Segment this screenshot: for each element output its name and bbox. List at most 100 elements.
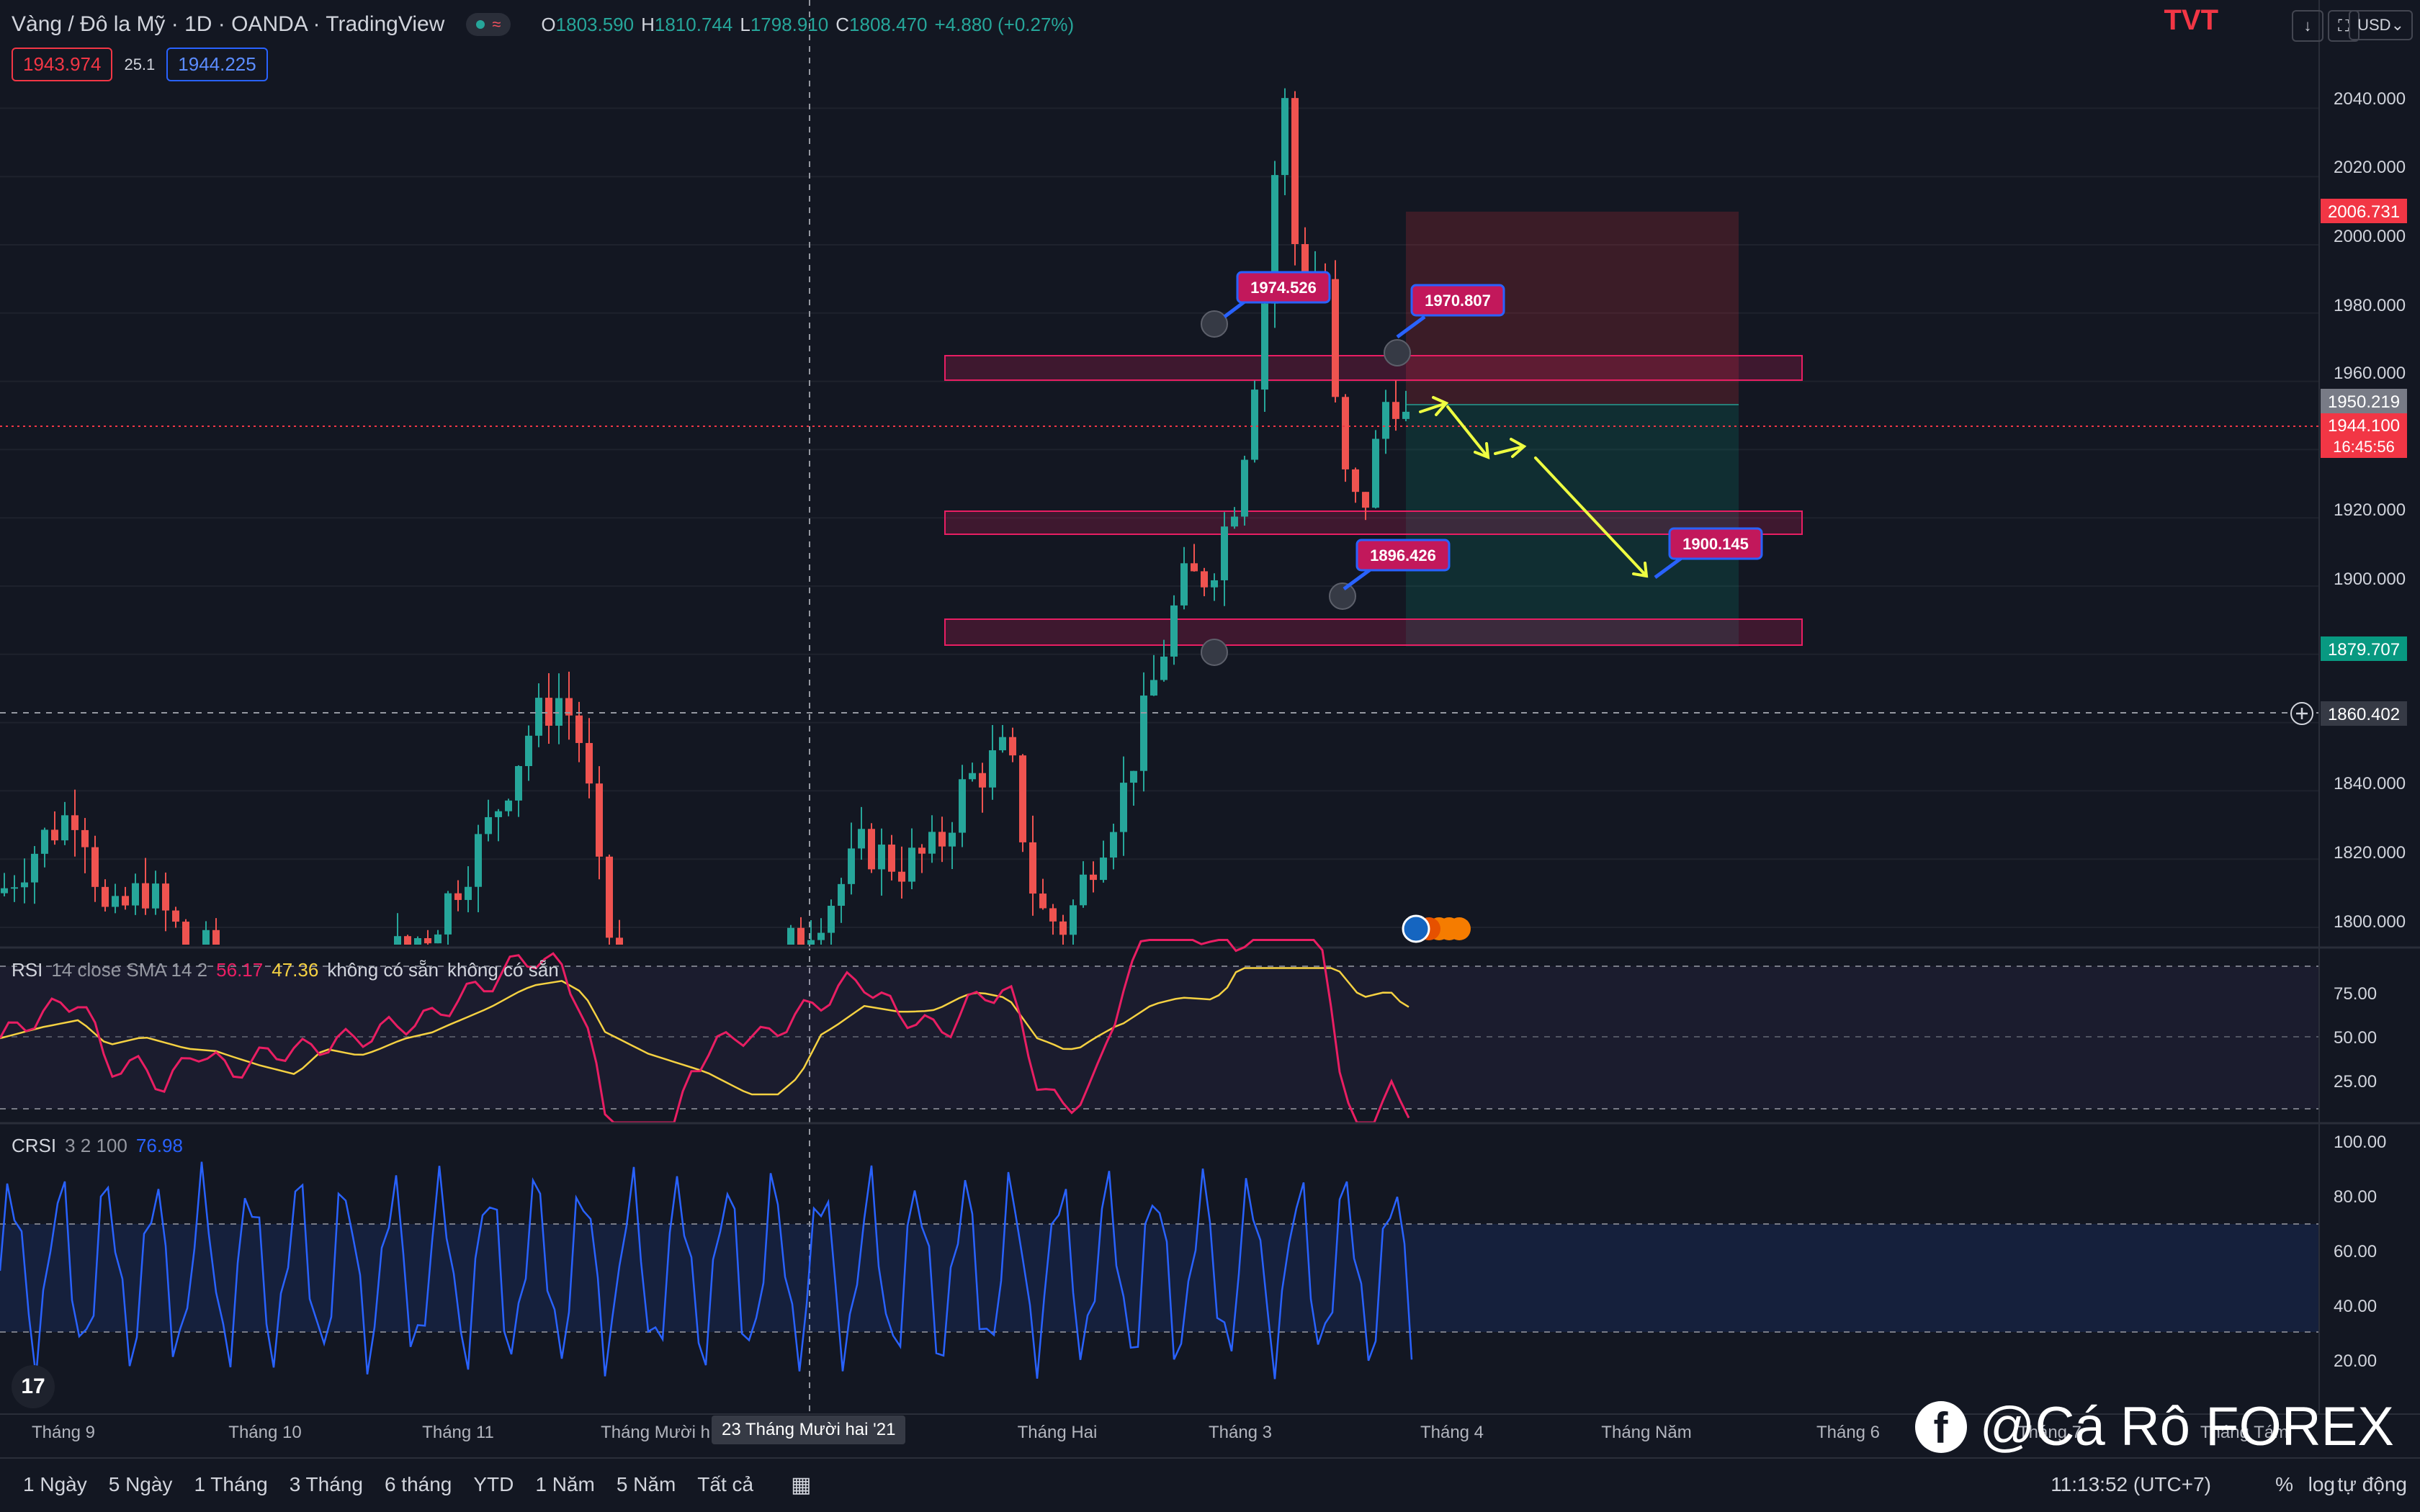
watermark: f @Cá Rô FOREX: [1914, 1395, 2395, 1458]
rsi-tick: 50.00: [2334, 1028, 2377, 1048]
pin-1900[interactable]: 1900.145: [1654, 527, 1763, 580]
percent-toggle[interactable]: %: [2275, 1473, 2293, 1495]
pin-1896[interactable]: 1896.426: [1329, 539, 1451, 610]
current-price-tag: 1944.100: [2328, 416, 2400, 436]
take-profit-tag: 1879.707: [2328, 640, 2400, 660]
price-tick: 1900.000: [2334, 570, 2406, 589]
time-axis-label: Tháng 10: [228, 1423, 302, 1442]
candlestick-series[interactable]: [1, 88, 1410, 945]
chart-header: Vàng / Đô la Mỹ · 1D · OANDA · TradingVi…: [12, 10, 1074, 39]
add-alert-icon[interactable]: [2290, 702, 2313, 725]
time-axis-label: Tháng 7: [2017, 1423, 2082, 1442]
download-icon[interactable]: ↓: [2292, 10, 2323, 42]
pin-label-1900: 1900.145: [1682, 535, 1749, 553]
crsi-band: [0, 1224, 2319, 1332]
auto-toggle[interactable]: tự động: [2337, 1473, 2407, 1495]
market-status[interactable]: ≈: [466, 13, 511, 36]
range-3m[interactable]: 3 Tháng: [289, 1473, 363, 1495]
rsi-tick: 25.00: [2334, 1072, 2377, 1092]
pin-label-1970: 1970.807: [1425, 292, 1491, 310]
resistance-zone-1960[interactable]: [944, 355, 1803, 381]
close-value: 1808.470: [849, 13, 928, 35]
price-tick: 1920.000: [2334, 500, 2406, 520]
crsi-tick: 100.00: [2334, 1133, 2386, 1152]
price-tick: 1800.000: [2334, 912, 2406, 932]
pin-1970[interactable]: 1970.807: [1384, 284, 1505, 366]
low-value: 1798.910: [750, 13, 829, 35]
crsi-tick: 40.00: [2334, 1297, 2377, 1316]
sell-button[interactable]: 1943.974: [12, 48, 113, 81]
change-value: +4.880 (+0.27%): [934, 13, 1075, 35]
buy-button[interactable]: 1944.225: [166, 48, 268, 81]
watermark-text: @Cá Rô FOREX: [1979, 1396, 2395, 1457]
high-value: 1810.744: [654, 13, 733, 35]
pin-label-1896: 1896.426: [1370, 546, 1436, 564]
time-axis-label: Tháng Mười h: [601, 1423, 710, 1442]
rsi-legend[interactable]: RSI 14 close SMA 14 2 56.17 47.36 không …: [12, 959, 559, 981]
rsi-sma-line: [0, 967, 1410, 1096]
rsi-line: [0, 939, 1410, 1124]
range-ytd[interactable]: YTD: [473, 1473, 514, 1495]
chevron-down-icon: ⌄: [2390, 16, 2404, 34]
crosshair-time-label: 23 Tháng Mười hai '21: [712, 1416, 906, 1444]
pivot-low-marker: [1201, 639, 1228, 666]
range-5d[interactable]: 5 Ngày: [108, 1473, 173, 1495]
range-all[interactable]: Tất cả: [697, 1473, 754, 1495]
trade-buttons: 1943.974 25.1 1944.225: [12, 48, 268, 81]
crsi-legend[interactable]: CRSI 3 2 100 76.98: [12, 1135, 183, 1157]
symbol-title[interactable]: Vàng / Đô la Mỹ · 1D · OANDA · TradingVi…: [12, 12, 445, 36]
time-axis-label: Tháng Hai: [1017, 1423, 1098, 1442]
range-6m[interactable]: 6 tháng: [384, 1473, 452, 1495]
currency-select[interactable]: USD ⌄: [2349, 10, 2413, 40]
crsi-tick: 60.00: [2334, 1242, 2377, 1261]
support-zone-1882[interactable]: [944, 618, 1803, 646]
time-axis-label: Tháng 3: [1208, 1423, 1273, 1442]
range-5y[interactable]: 5 Năm: [616, 1473, 676, 1495]
price-tick: 1980.000: [2334, 296, 2406, 315]
time-axis-label: Tháng 6: [1816, 1423, 1881, 1442]
economic-events-icon[interactable]: [1402, 914, 1471, 943]
time-axis-label: Tháng 4: [1420, 1423, 1484, 1442]
crosshair-price-tag: 1860.402: [2328, 705, 2400, 724]
time-axis-label: Tháng 9: [31, 1423, 96, 1442]
rsi-na-2: không có sẵn: [447, 959, 559, 981]
reward-zone[interactable]: [1406, 405, 1739, 647]
rsi-na-1: không có sẵn: [327, 959, 439, 981]
pin-label-1974: 1974.526: [1250, 279, 1317, 297]
facebook-icon: f: [1914, 1400, 1967, 1453]
fullscreen-icon[interactable]: ⛶: [2328, 10, 2360, 42]
rsi-band: [0, 966, 2319, 1109]
range-1m[interactable]: 1 Tháng: [194, 1473, 268, 1495]
price-tick: 2000.000: [2334, 227, 2406, 246]
pin-1974[interactable]: 1974.526: [1201, 271, 1331, 338]
price-tick: 1820.000: [2334, 843, 2406, 863]
tradingview-logo-icon[interactable]: 17: [12, 1365, 55, 1408]
price-tick: 1840.000: [2334, 774, 2406, 793]
crsi-value: 76.98: [135, 1135, 183, 1156]
forecast-arrows[interactable]: [1419, 396, 1649, 578]
price-tick: 2020.000: [2334, 158, 2406, 177]
clock-time[interactable]: 11:13:52 (UTC+7): [2051, 1473, 2211, 1495]
crsi-line: [0, 1161, 1413, 1380]
crsi-tick: 80.00: [2334, 1187, 2377, 1207]
range-1d[interactable]: 1 Ngày: [23, 1473, 87, 1495]
price-tick: 2040.000: [2334, 89, 2406, 109]
rsi-value: 56.17: [216, 959, 264, 981]
rsi-sma-value: 47.36: [272, 959, 319, 981]
support-zone-1918[interactable]: [944, 510, 1803, 535]
stop-loss-tag: 2006.731: [2328, 202, 2400, 222]
open-value: 1803.590: [555, 13, 635, 35]
bottom-toolbar: 1 Ngày 5 Ngày 1 Tháng 3 Tháng 6 tháng YT…: [0, 1457, 2420, 1511]
market-open-dot: [476, 20, 485, 29]
spread-value: 25.1: [124, 55, 156, 73]
wave-icon: ≈: [492, 15, 501, 33]
crsi-params: 3 2 100: [65, 1135, 127, 1156]
rsi-params: 14 close SMA 14 2: [51, 959, 208, 981]
range-1y[interactable]: 1 Năm: [535, 1473, 595, 1495]
date-range-icon[interactable]: ▦: [791, 1472, 812, 1497]
log-toggle[interactable]: log: [2308, 1473, 2335, 1495]
rsi-tick: 75.00: [2334, 984, 2377, 1004]
time-axis-label: Tháng Tám: [2200, 1423, 2289, 1442]
crsi-title: CRSI: [12, 1135, 57, 1156]
